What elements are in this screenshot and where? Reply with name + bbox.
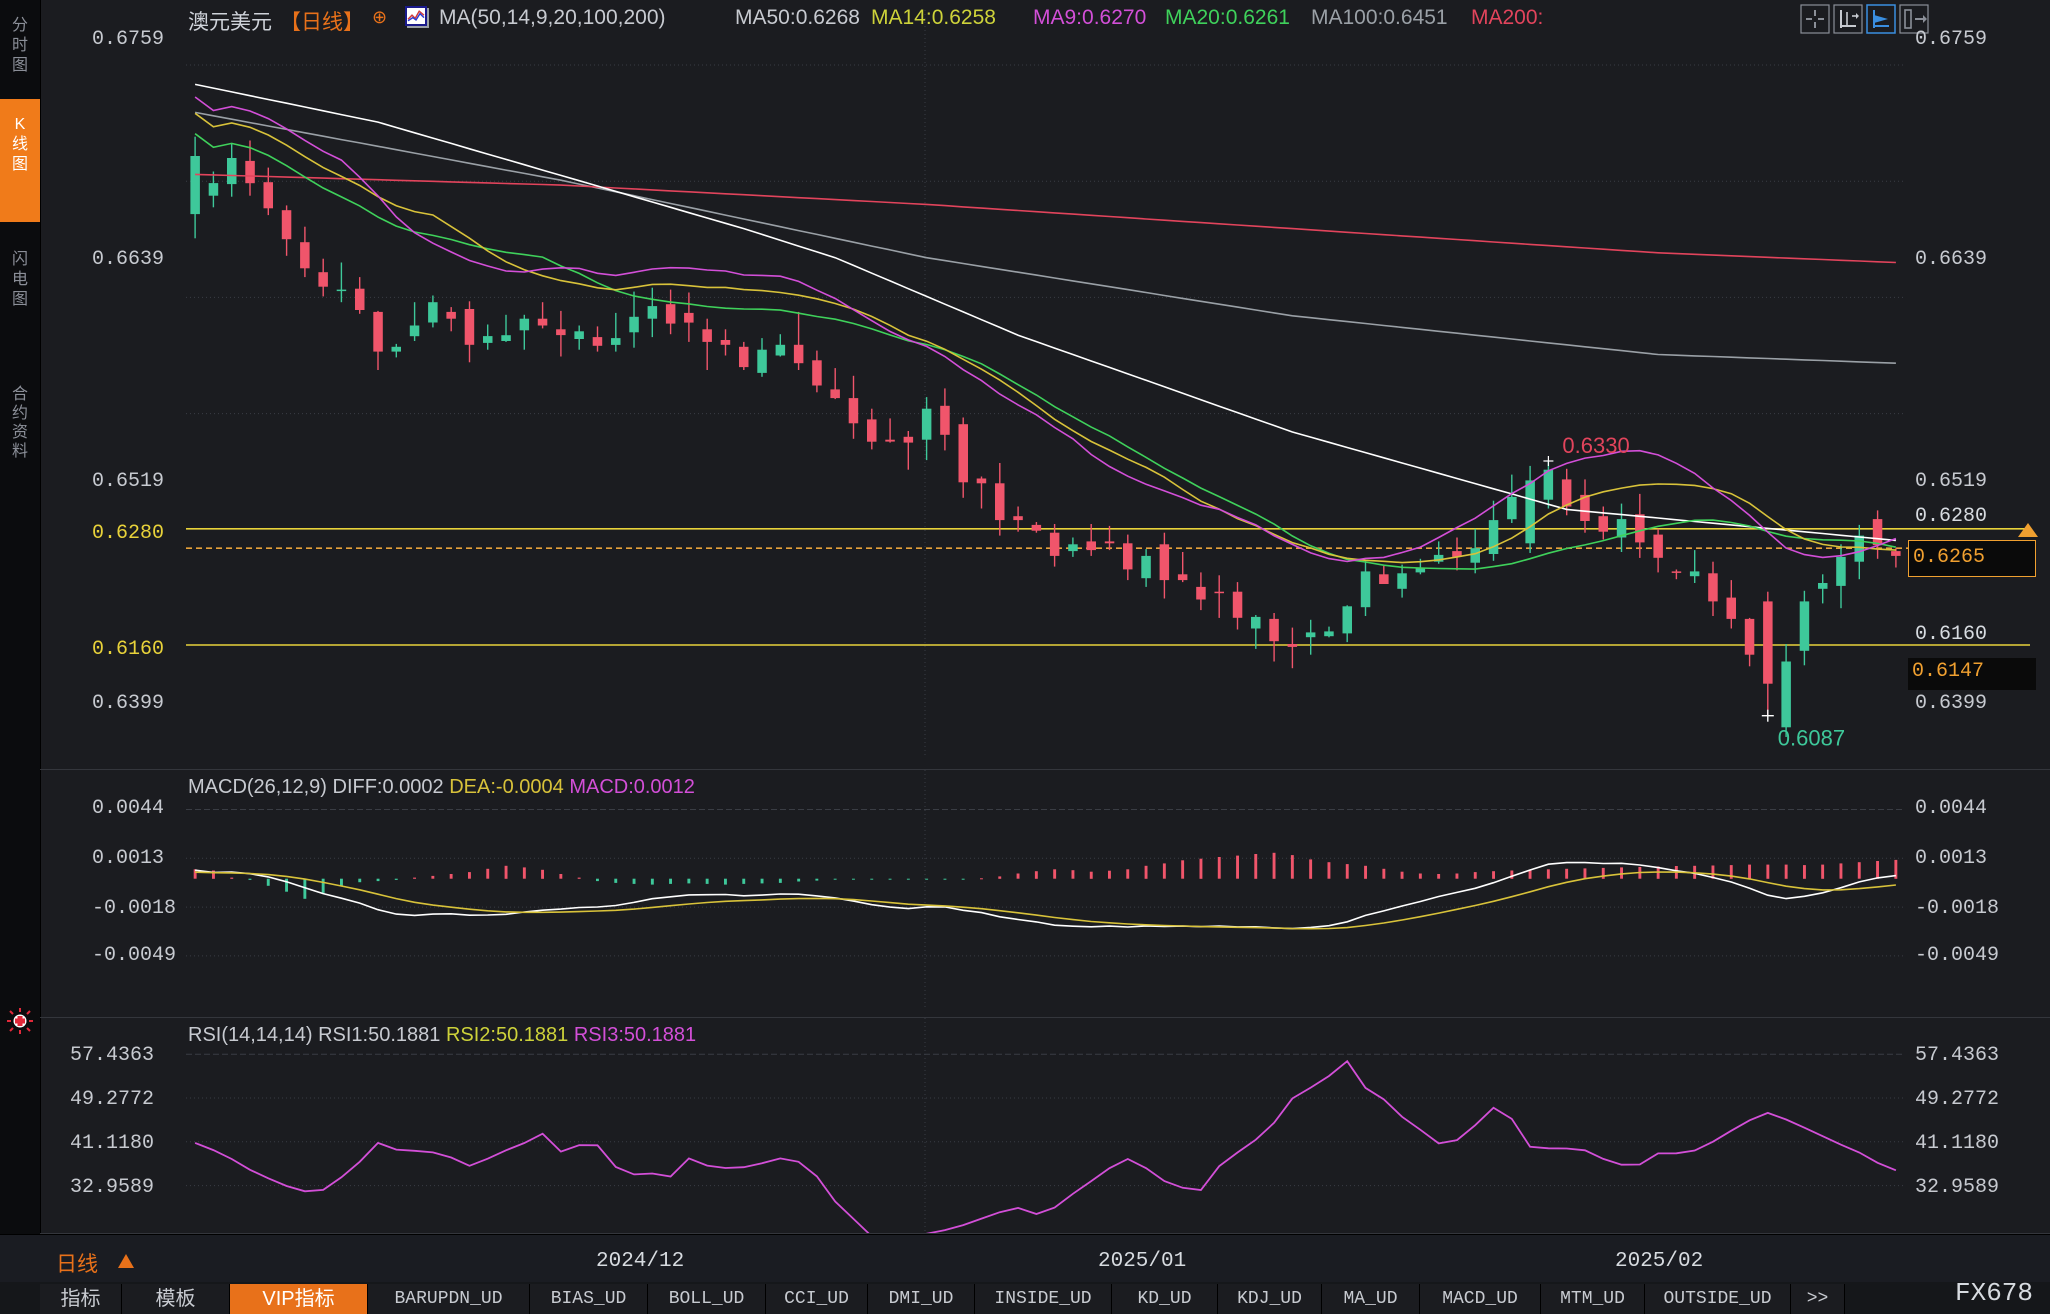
svg-text:0.6330: 0.6330 bbox=[1562, 433, 1629, 458]
svg-text:0.6087: 0.6087 bbox=[1778, 726, 1845, 751]
